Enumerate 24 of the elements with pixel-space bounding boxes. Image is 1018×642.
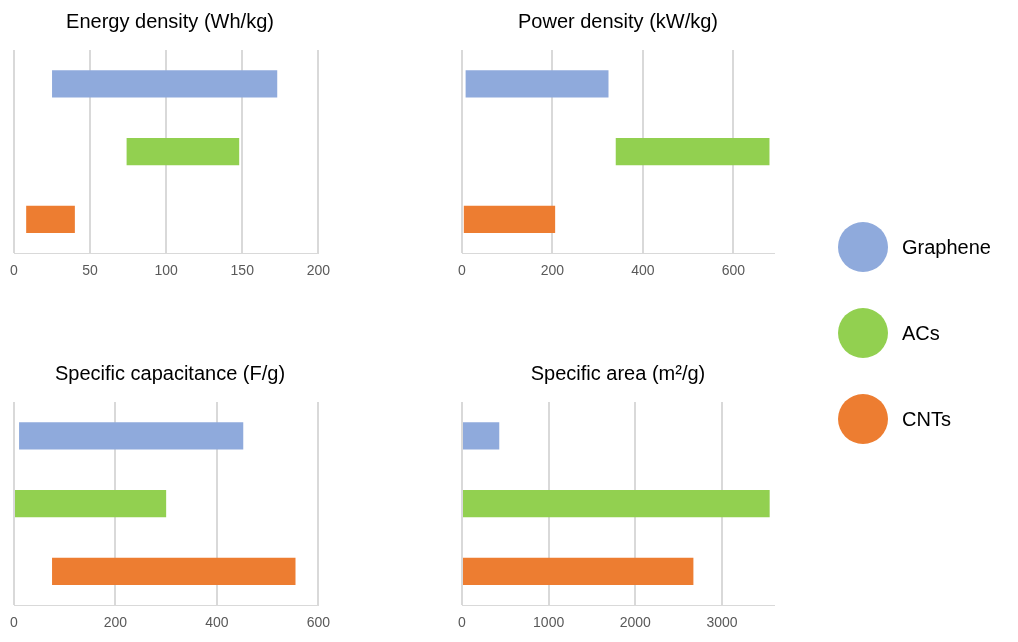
- x-tick-label: 600: [721, 262, 746, 279]
- x-tick-label: 50: [82, 262, 99, 279]
- x-tick-label: 200: [103, 614, 128, 631]
- text: CNTs: [902, 407, 951, 431]
- x-tick-label: 0: [458, 262, 467, 279]
- x-tick-label: 200: [540, 262, 565, 279]
- x-tick-label: 1000: [533, 614, 565, 631]
- x-tick-label: 0: [458, 614, 467, 631]
- x-tick-label: 600: [306, 614, 331, 631]
- x-tick-label: 3000: [706, 614, 738, 631]
- chart-title: Specific capacitance (F/g): [54, 361, 286, 384]
- x-tick-label: 0: [10, 262, 19, 279]
- x-tick-label: 200: [306, 262, 331, 279]
- x-tick-label: 400: [205, 614, 229, 631]
- x-tick-label: 150: [230, 262, 255, 279]
- text: ACs: [902, 321, 940, 345]
- x-tick-label: 0: [10, 614, 19, 631]
- x-tick-label: 2000: [619, 614, 652, 631]
- chart-title: Power density (kW/kg): [517, 9, 719, 32]
- chart-title: Specific area (m²/g): [530, 361, 706, 384]
- x-tick-label: 100: [154, 262, 179, 279]
- chart-title: Energy density (Wh/kg): [66, 9, 274, 32]
- x-tick-label: 400: [631, 262, 655, 279]
- text: Graphene: [902, 235, 991, 259]
